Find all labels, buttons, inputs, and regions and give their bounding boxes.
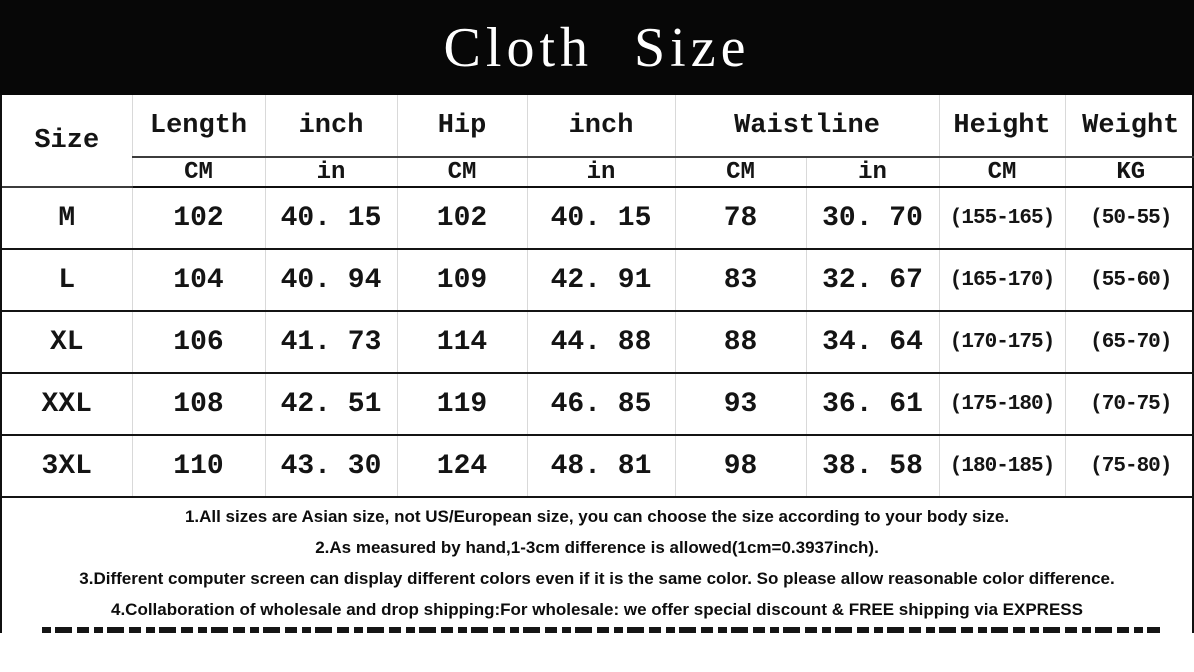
cell-length-cm: 106 bbox=[132, 311, 266, 374]
cell-weight-range: (65-70) bbox=[1065, 311, 1194, 374]
note-line-3: 3.Different computer screen can display … bbox=[79, 569, 1115, 588]
cell-hip-in: 46. 85 bbox=[527, 373, 676, 436]
cell-length-in: 43. 30 bbox=[265, 435, 398, 498]
cell-hip-cm: 114 bbox=[397, 311, 528, 374]
cell-length-cm: 110 bbox=[132, 435, 266, 498]
cell-weight-range: (55-60) bbox=[1065, 249, 1194, 312]
cell-hip-cm: 102 bbox=[397, 187, 528, 250]
unit-hip-in: in bbox=[527, 157, 676, 188]
size-chart-table: Size Length inch Hip inch Waistline Heig… bbox=[2, 95, 1194, 498]
cell-waist-in: 36. 61 bbox=[806, 373, 940, 436]
cell-height-range: (170-175) bbox=[939, 311, 1066, 374]
cell-length-in: 42. 51 bbox=[265, 373, 398, 436]
cell-length-in: 41. 73 bbox=[265, 311, 398, 374]
note-line-1: 1.All sizes are Asian size, not US/Europ… bbox=[184, 507, 1010, 526]
table-row-m: M 102 40. 15 102 40. 15 78 30. 70 (155-1… bbox=[2, 187, 1194, 250]
cell-waist-cm: 78 bbox=[675, 187, 807, 250]
cell-weight-range: (50-55) bbox=[1065, 187, 1194, 250]
measure-header-row: Size Length inch Hip inch Waistline Heig… bbox=[2, 95, 1194, 188]
unit-weight-kg: KG bbox=[1065, 157, 1194, 188]
size-column-header: Size bbox=[2, 95, 133, 188]
header-length-inch: inch bbox=[265, 95, 398, 158]
cell-height-range: (165-170) bbox=[939, 249, 1066, 312]
unit-waist-in: in bbox=[806, 157, 940, 188]
header-waistline: Waistline bbox=[675, 95, 940, 158]
header-hip-inch: inch bbox=[527, 95, 676, 158]
size-chart-sheet: Size Length inch Hip inch Waistline Heig… bbox=[0, 95, 1194, 633]
size-label: XXL bbox=[2, 373, 133, 436]
size-label: M bbox=[2, 187, 133, 250]
cropped-text-line bbox=[42, 627, 1160, 633]
table-row-xxl: XXL 108 42. 51 119 46. 85 93 36. 61 (175… bbox=[2, 373, 1194, 436]
cell-length-cm: 108 bbox=[132, 373, 266, 436]
header-weight: Weight bbox=[1065, 95, 1194, 158]
unit-header-row: CM in CM in CM in CM KG bbox=[2, 157, 1194, 188]
cell-height-range: (155-165) bbox=[939, 187, 1066, 250]
cell-waist-cm: 88 bbox=[675, 311, 807, 374]
note-line-2: 2.As measured by hand,1-3cm difference i… bbox=[315, 538, 879, 557]
cell-length-cm: 104 bbox=[132, 249, 266, 312]
header-hip: Hip bbox=[397, 95, 528, 158]
table-row-3xl: 3XL 110 43. 30 124 48. 81 98 38. 58 (180… bbox=[2, 435, 1194, 498]
cell-hip-in: 44. 88 bbox=[527, 311, 676, 374]
cell-waist-in: 38. 58 bbox=[806, 435, 940, 498]
header-length: Length bbox=[132, 95, 266, 158]
size-label: XL bbox=[2, 311, 133, 374]
cell-waist-in: 34. 64 bbox=[806, 311, 940, 374]
unit-waist-cm: CM bbox=[675, 157, 807, 188]
cell-waist-cm: 98 bbox=[675, 435, 807, 498]
cell-hip-cm: 124 bbox=[397, 435, 528, 498]
note-line-4: 4.Collaboration of wholesale and drop sh… bbox=[111, 600, 1083, 619]
notes-section: 1.All sizes are Asian size, not US/Europ… bbox=[2, 498, 1192, 633]
cell-hip-in: 42. 91 bbox=[527, 249, 676, 312]
unit-length-cm: CM bbox=[132, 157, 266, 188]
unit-length-in: in bbox=[265, 157, 398, 188]
cell-waist-cm: 83 bbox=[675, 249, 807, 312]
cell-hip-cm: 119 bbox=[397, 373, 528, 436]
cell-waist-cm: 93 bbox=[675, 373, 807, 436]
cell-waist-in: 32. 67 bbox=[806, 249, 940, 312]
table-row-xl: XL 106 41. 73 114 44. 88 88 34. 64 (170-… bbox=[2, 311, 1194, 374]
size-label: 3XL bbox=[2, 435, 133, 498]
title-banner: Cloth Size bbox=[0, 0, 1194, 95]
unit-height-cm: CM bbox=[939, 157, 1066, 188]
size-label: L bbox=[2, 249, 133, 312]
cell-weight-range: (70-75) bbox=[1065, 373, 1194, 436]
cell-waist-in: 30. 70 bbox=[806, 187, 940, 250]
cell-hip-in: 48. 81 bbox=[527, 435, 676, 498]
cell-height-range: (180-185) bbox=[939, 435, 1066, 498]
cell-length-in: 40. 94 bbox=[265, 249, 398, 312]
header-height: Height bbox=[939, 95, 1066, 158]
cell-length-cm: 102 bbox=[132, 187, 266, 250]
cell-height-range: (175-180) bbox=[939, 373, 1066, 436]
page-title: Cloth Size bbox=[443, 16, 751, 79]
cell-hip-in: 40. 15 bbox=[527, 187, 676, 250]
table-row-l: L 104 40. 94 109 42. 91 83 32. 67 (165-1… bbox=[2, 249, 1194, 312]
cell-weight-range: (75-80) bbox=[1065, 435, 1194, 498]
unit-hip-cm: CM bbox=[397, 157, 528, 188]
cell-hip-cm: 109 bbox=[397, 249, 528, 312]
cell-length-in: 40. 15 bbox=[265, 187, 398, 250]
